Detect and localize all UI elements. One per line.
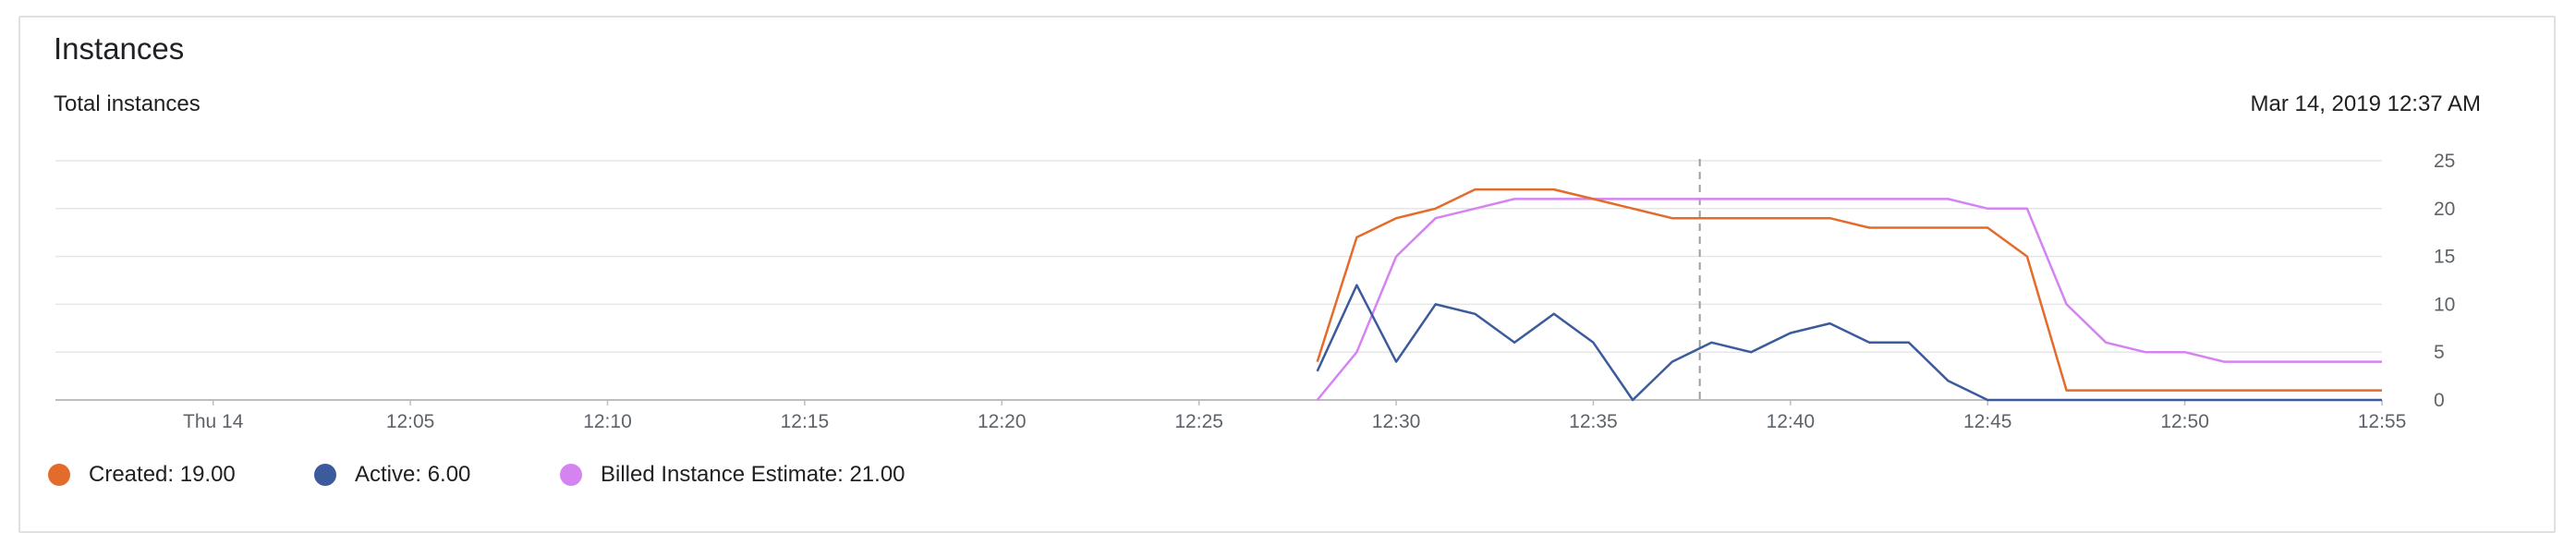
y-tick-label: 0 <box>2434 390 2445 411</box>
x-tick-label: 12:20 <box>978 411 1027 432</box>
legend-dot-created <box>48 464 70 486</box>
y-tick-label: 20 <box>2434 199 2455 220</box>
y-tick-label: 25 <box>2434 151 2455 172</box>
legend-label-active: Active: 6.00 <box>355 462 470 488</box>
series-line-billed-instance-estimate <box>1318 199 2382 400</box>
x-tick-label: 12:50 <box>2160 411 2209 432</box>
x-tick-label: 12:15 <box>781 411 830 432</box>
x-tick-label: 12:35 <box>1569 411 1618 432</box>
x-tick-label: 12:05 <box>386 411 435 432</box>
x-tick-label: 12:45 <box>1963 411 2012 432</box>
x-tick-label: 12:55 <box>2358 411 2407 432</box>
x-tick-label: 12:40 <box>1767 411 1816 432</box>
y-tick-label: 15 <box>2434 247 2455 268</box>
x-tick-label: Thu 14 <box>183 411 244 432</box>
legend-dot-billed <box>560 464 582 486</box>
x-tick-label: 12:30 <box>1372 411 1421 432</box>
legend-label-created: Created: 19.00 <box>89 462 236 488</box>
instances-line-chart[interactable]: 0 5 10 15 20 25 Thu 14 12:05 12:10 12:15 12:20 12:2… <box>0 0 2576 443</box>
y-tick-label: 10 <box>2434 294 2455 315</box>
legend-dot-active <box>314 464 336 486</box>
legend-item-created[interactable]: Created: 19.00 <box>48 462 236 488</box>
chart-legend: Created: 19.00 Active: 6.00 Billed Insta… <box>0 462 2576 493</box>
y-tick-label: 5 <box>2434 342 2445 363</box>
x-tick-label: 12:10 <box>583 411 632 432</box>
series-line-active <box>1318 285 2382 400</box>
legend-item-active[interactable]: Active: 6.00 <box>314 462 470 488</box>
legend-label-billed: Billed Instance Estimate: 21.00 <box>601 462 905 488</box>
legend-item-billed[interactable]: Billed Instance Estimate: 21.00 <box>560 462 905 488</box>
x-tick-label: 12:25 <box>1174 411 1223 432</box>
